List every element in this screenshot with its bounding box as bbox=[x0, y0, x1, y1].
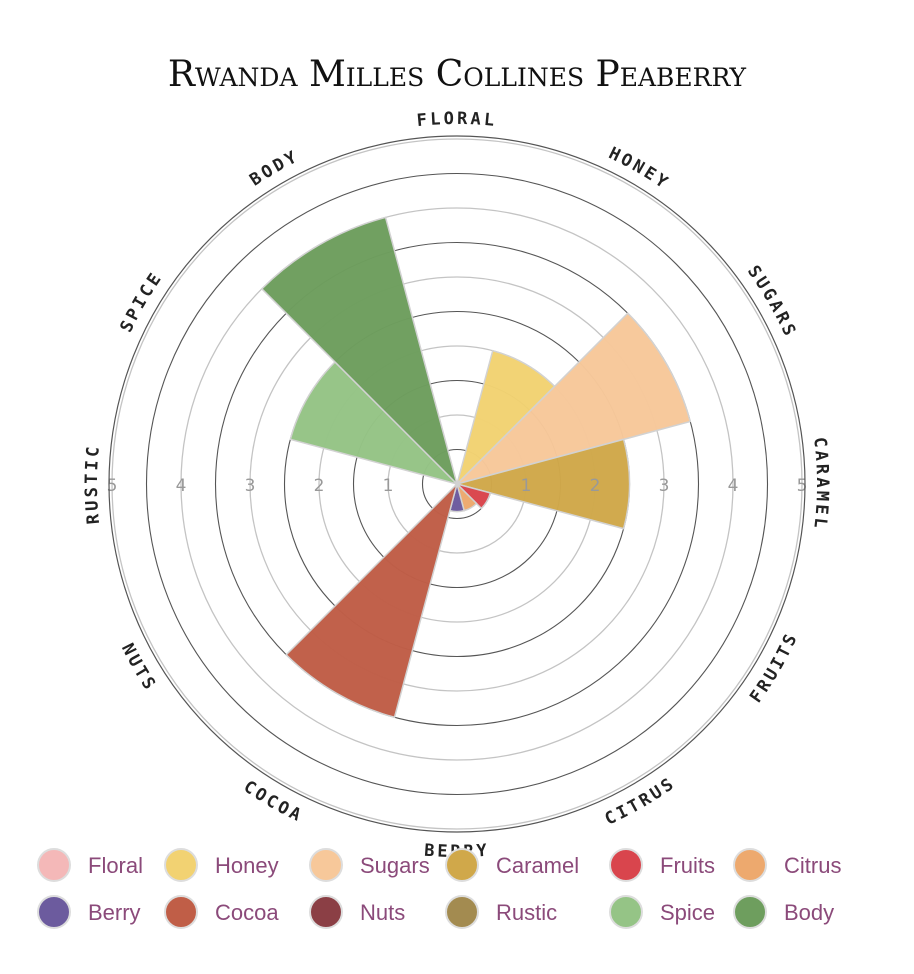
tick-label: 1 bbox=[383, 476, 394, 496]
legend-item-floral[interactable]: Floral bbox=[37, 848, 143, 882]
legend-label: Body bbox=[784, 900, 834, 925]
legend-item-cocoa[interactable]: Cocoa bbox=[164, 895, 279, 929]
legend-swatch bbox=[309, 848, 343, 882]
radial-ticks: 1 1 2 2 3 3 4 4 5 5 bbox=[107, 476, 808, 496]
legend-label: Sugars bbox=[360, 853, 430, 878]
category-label-fruits: FRUITS bbox=[746, 629, 803, 707]
bar-cocoa bbox=[285, 481, 459, 719]
legend-item-rustic[interactable]: Rustic bbox=[445, 895, 557, 929]
category-label-floral: FLORAL bbox=[416, 109, 498, 131]
bar-spice bbox=[289, 360, 460, 486]
tick-label: 2 bbox=[590, 476, 601, 496]
legend-label: Honey bbox=[215, 853, 279, 878]
legend-item-spice[interactable]: Spice bbox=[609, 895, 715, 929]
legend-swatch bbox=[609, 848, 643, 882]
tick-label: 3 bbox=[245, 476, 256, 496]
legend-label: Nuts bbox=[360, 900, 405, 925]
legend-item-berry[interactable]: Berry bbox=[37, 895, 141, 929]
outer-circle bbox=[108, 135, 806, 833]
tick-label: 2 bbox=[314, 476, 325, 496]
category-label-honey: HONEY bbox=[605, 143, 673, 194]
category-label-rustic: RUSTIC bbox=[82, 443, 104, 525]
legend-item-caramel[interactable]: Caramel bbox=[445, 848, 579, 882]
grid-circle bbox=[214, 241, 700, 727]
legend-swatch bbox=[37, 848, 71, 882]
bar-sugars bbox=[454, 312, 692, 486]
bar-fruits bbox=[454, 482, 492, 510]
bar-body bbox=[260, 216, 459, 487]
bar-caramel bbox=[454, 438, 631, 530]
chart-title: Rwanda Milles Collines Peaberry bbox=[168, 54, 747, 95]
tick-label: 3 bbox=[659, 476, 670, 496]
legend-label: Spice bbox=[660, 900, 715, 925]
legend-label: Citrus bbox=[784, 853, 841, 878]
legend-swatch bbox=[733, 848, 767, 882]
tick-label: 5 bbox=[797, 476, 808, 496]
legend-label: Fruits bbox=[660, 853, 715, 878]
grid-circle bbox=[180, 207, 734, 761]
legend-item-body[interactable]: Body bbox=[733, 895, 834, 929]
category-label-caramel: CARAMEL bbox=[809, 436, 832, 532]
legend-item-honey[interactable]: Honey bbox=[164, 848, 279, 882]
legend-item-sugars[interactable]: Sugars bbox=[309, 848, 430, 882]
legend-swatch bbox=[445, 848, 479, 882]
category-label-body: BODY bbox=[246, 146, 302, 190]
legend-item-fruits[interactable]: Fruits bbox=[609, 848, 715, 882]
legend-swatch bbox=[164, 848, 198, 882]
tick-label: 1 bbox=[521, 476, 532, 496]
legend-label: Floral bbox=[88, 853, 143, 878]
legend-item-citrus[interactable]: Citrus bbox=[733, 848, 841, 882]
grid-circle bbox=[145, 172, 769, 796]
legend-label: Berry bbox=[88, 900, 141, 925]
legend-label: Cocoa bbox=[215, 900, 279, 925]
tick-label: 4 bbox=[176, 476, 187, 496]
legend: Floral Honey Sugars Caramel Fruits Citrus Berr… bbox=[37, 848, 841, 929]
grid-circle bbox=[111, 138, 803, 830]
category-label-cocoa: COCOA bbox=[240, 777, 307, 827]
legend-swatch bbox=[37, 895, 71, 929]
legend-swatch bbox=[733, 895, 767, 929]
legend-label: Caramel bbox=[496, 853, 579, 878]
legend-item-nuts[interactable]: Nuts bbox=[309, 895, 405, 929]
category-label-spice: SPICE bbox=[116, 268, 167, 336]
legend-swatch bbox=[445, 895, 479, 929]
outer-ring bbox=[108, 135, 806, 833]
category-label-sugars: SUGARS bbox=[743, 262, 800, 341]
legend-swatch bbox=[309, 895, 343, 929]
tick-label: 4 bbox=[728, 476, 739, 496]
bars-group bbox=[260, 216, 692, 719]
legend-swatch bbox=[164, 895, 198, 929]
grid-circle bbox=[249, 276, 665, 692]
category-label-citrus: CITRUS bbox=[602, 773, 680, 830]
tick-label: 5 bbox=[107, 476, 118, 496]
legend-label: Rustic bbox=[496, 900, 557, 925]
legend-swatch bbox=[609, 895, 643, 929]
